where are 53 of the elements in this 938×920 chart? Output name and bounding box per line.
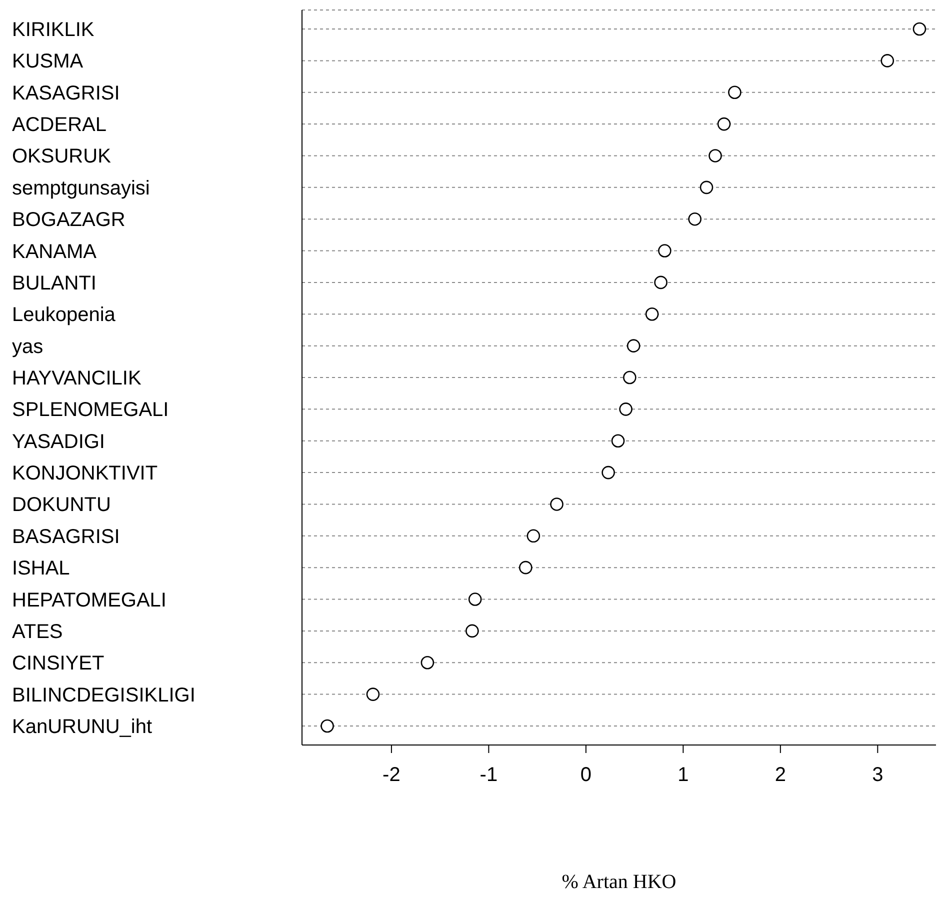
y-tick-label: BOGAZAGR: [12, 209, 126, 232]
y-tick-label: HEPATOMEGALI: [12, 589, 166, 612]
y-tick-label: KONJONKTIVIT: [12, 462, 158, 485]
y-tick-label: DOKUNTU: [12, 494, 111, 516]
y-tick-label: ISHAL: [12, 558, 70, 580]
x-tick-label: 0: [580, 764, 592, 786]
point: [420, 656, 434, 670]
x-tick-label: -2: [382, 764, 400, 786]
point: [602, 466, 615, 480]
point: [717, 117, 731, 131]
x-axis-title: % Artan HKO: [562, 871, 676, 893]
point: [708, 149, 722, 162]
point: [468, 592, 482, 606]
y-tick-label: KASAGRISI: [12, 82, 120, 104]
y-tick-label: SPLENOMEGALI: [12, 399, 169, 422]
point: [623, 370, 636, 384]
point: [611, 434, 625, 448]
point: [880, 54, 894, 68]
point: [654, 276, 668, 290]
y-tick-label: KUSMA: [12, 50, 84, 73]
point: [645, 307, 659, 321]
y-tick-label: CINSIYET: [12, 652, 104, 675]
point: [688, 212, 702, 226]
y-tick-label: ACDERAL: [12, 114, 106, 136]
point: [550, 498, 564, 511]
point: [658, 244, 672, 258]
y-tick-label: BULANTI: [12, 272, 96, 294]
point: [320, 719, 334, 733]
x-tick-label: 1: [678, 764, 689, 786]
point: [526, 529, 540, 543]
y-tick-label: BASAGRISI: [12, 526, 120, 548]
point: [912, 22, 926, 36]
point: [700, 180, 714, 194]
point: [626, 339, 640, 352]
y-tick-label: Leukopenia: [12, 304, 116, 326]
x-tick-label: -1: [480, 764, 498, 786]
y-tick-label: BILINCDEGISIKLIGI: [12, 684, 196, 706]
point: [366, 688, 380, 701]
y-tick-label: OKSURUK: [12, 146, 112, 168]
y-tick-label: semptgunsayisi: [12, 177, 150, 200]
y-tick-label: yas: [12, 336, 44, 358]
x-tick-label: 2: [774, 764, 786, 786]
y-tick-label: KANAMA: [12, 240, 98, 263]
y-tick-label: HAYVANCILIK: [12, 368, 142, 390]
point: [466, 624, 479, 638]
y-tick-label: ATES: [12, 620, 63, 643]
y-tick-label: KanURUNU_iht: [12, 716, 152, 738]
point: [728, 86, 742, 100]
point: [619, 402, 632, 416]
y-tick-label: YASADIGI: [12, 430, 105, 453]
y-tick-label: KIRIKLIK: [12, 19, 95, 42]
x-tick-label: 3: [872, 764, 884, 786]
point: [519, 560, 532, 574]
